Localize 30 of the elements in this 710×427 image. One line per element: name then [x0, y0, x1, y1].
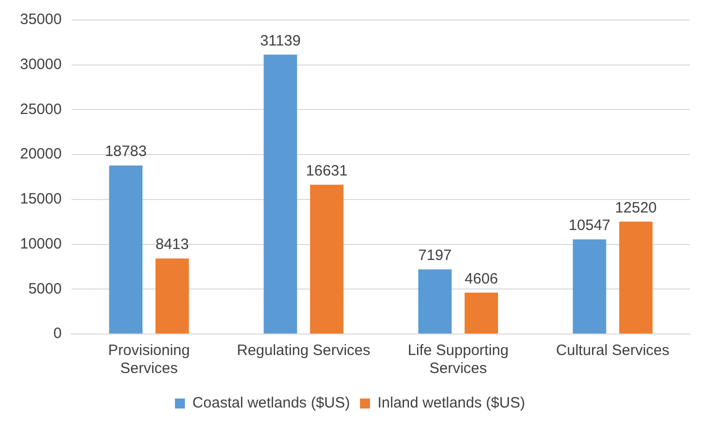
y-tick-label: 10000 [20, 235, 62, 252]
data-label: 4606 [464, 270, 498, 288]
data-label: 12520 [615, 199, 657, 216]
bar [572, 239, 606, 334]
y-tick-label: 30000 [20, 56, 62, 73]
x-tick-label: Provisioning Services [108, 342, 190, 378]
data-label: 10547 [568, 217, 610, 234]
bar [464, 292, 498, 334]
legend-label: Coastal wetlands ($US) [192, 394, 350, 412]
data-label: 31139 [260, 32, 301, 50]
bar [109, 165, 143, 334]
bar [155, 258, 189, 334]
y-tick-label: 25000 [20, 100, 62, 118]
x-tick-label: Life Supporting Services [408, 342, 509, 378]
data-label: 16631 [306, 162, 348, 180]
x-tick-label: Cultural Services [556, 342, 670, 360]
bar [619, 222, 653, 334]
x-tick-label: Regulating Services [236, 342, 370, 360]
legend-label: Inland wetlands ($US) [377, 394, 526, 412]
y-tick-label: 35000 [20, 11, 62, 28]
y-tick-label: 20000 [20, 146, 62, 163]
bar [310, 184, 344, 334]
data-label: 8413 [155, 236, 189, 254]
y-tick-label: 5000 [28, 280, 62, 298]
data-label: 7197 [418, 247, 452, 264]
y-tick-label: 0 [53, 325, 62, 342]
y-tick-label: 15000 [20, 190, 62, 208]
bar [418, 269, 452, 334]
bar [264, 54, 298, 334]
data-label: 18783 [104, 143, 147, 160]
